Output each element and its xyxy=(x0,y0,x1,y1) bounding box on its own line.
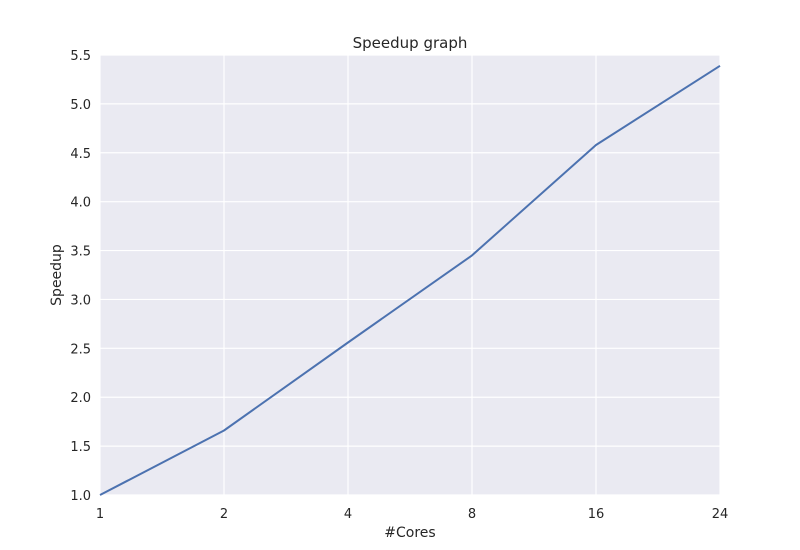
y-tick-label: 5.0 xyxy=(70,98,91,113)
y-tick-label: 4.5 xyxy=(70,147,91,162)
y-axis-label: Speedup xyxy=(49,244,65,306)
y-tick-label: 2.0 xyxy=(70,391,91,406)
y-tick-label: 1.5 xyxy=(70,440,91,455)
y-tick-label: 1.0 xyxy=(70,489,91,504)
y-axis-ticks: 1.0 1.5 2.0 2.5 3.0 3.5 4.0 4.5 5.0 5.5 xyxy=(70,49,91,504)
x-tick-label: 4 xyxy=(344,507,352,522)
y-tick-label: 5.5 xyxy=(70,49,91,64)
x-axis-label: #Cores xyxy=(384,525,435,541)
grid xyxy=(99,54,721,496)
y-tick-label: 2.5 xyxy=(70,342,91,357)
x-axis-ticks: 1 2 4 8 16 24 xyxy=(96,507,728,522)
speedup-series-line xyxy=(99,64,721,496)
chart-title: Speedup graph xyxy=(353,34,468,52)
x-tick-label: 1 xyxy=(96,507,104,522)
x-tick-label: 2 xyxy=(220,507,228,522)
y-tick-label: 3.0 xyxy=(70,293,91,308)
y-tick-label: 4.0 xyxy=(70,196,91,211)
y-tick-label: 3.5 xyxy=(70,245,91,260)
x-tick-label: 24 xyxy=(712,507,729,522)
series-layer xyxy=(99,64,721,496)
plot-area xyxy=(100,55,720,495)
x-tick-label: 16 xyxy=(588,507,605,522)
x-tick-label: 8 xyxy=(468,507,476,522)
